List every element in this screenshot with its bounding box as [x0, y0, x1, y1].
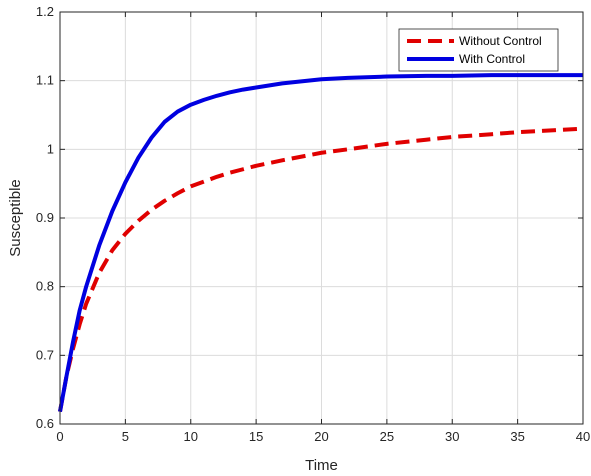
- grid: [59, 11, 584, 425]
- series-line-0: [58, 126, 584, 413]
- y-tick-label: 1.1: [36, 73, 54, 88]
- x-tick-label: 20: [314, 429, 328, 444]
- y-axis-label: Susceptible: [7, 179, 24, 257]
- y-tick-label: 0.6: [36, 416, 54, 431]
- y-tick-label: 0.9: [36, 210, 54, 225]
- series-line-1: [58, 73, 583, 413]
- legend: Without Control With Control: [398, 28, 559, 72]
- y-tick-label: 1.2: [36, 4, 54, 19]
- x-tick-label: 10: [184, 429, 198, 444]
- series-layer: [58, 73, 584, 413]
- x-tick-label: 40: [576, 429, 590, 444]
- legend-label-without-control: Without Control: [459, 34, 542, 48]
- x-tick-label: 25: [380, 429, 394, 444]
- legend-box: [398, 28, 559, 72]
- x-tick-label: 0: [56, 429, 63, 444]
- x-tick-label: 15: [249, 429, 263, 444]
- x-tick-label: 35: [510, 429, 524, 444]
- x-axis-label: Time: [305, 457, 338, 474]
- y-tick-label: 0.8: [36, 279, 54, 294]
- y-tick-label: 0.7: [36, 347, 54, 362]
- legend-label-with-control: With Control: [459, 52, 525, 66]
- tick-labels: 0 5 10 15 20 25 30 35 40 0.6 0.7 0.8 0.9 1 1.1 1.2: [36, 4, 590, 444]
- x-tick-label: 5: [122, 429, 129, 444]
- y-tick-label: 1: [47, 141, 54, 156]
- x-tick-label: 30: [445, 429, 459, 444]
